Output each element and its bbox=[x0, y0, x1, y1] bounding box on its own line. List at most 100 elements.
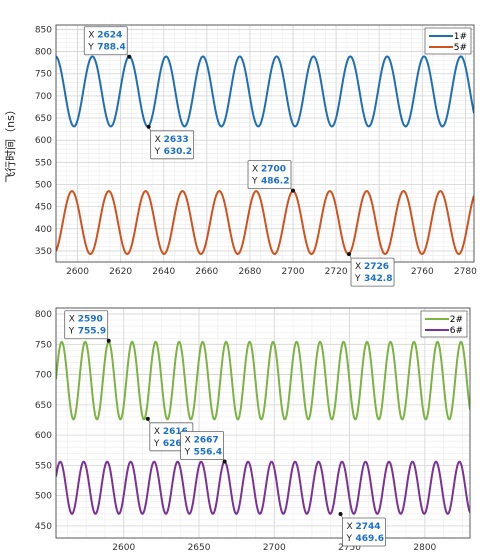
x-tick-label: 2720 bbox=[325, 267, 348, 277]
y-tick-label: 600 bbox=[35, 431, 52, 441]
datatip-marker bbox=[291, 188, 296, 193]
y-tick-label: 600 bbox=[35, 136, 52, 146]
y-tick-label: 800 bbox=[35, 310, 52, 320]
legend-box bbox=[420, 310, 468, 338]
datatip-box bbox=[247, 160, 292, 189]
x-tick-label: 2660 bbox=[195, 267, 218, 277]
datatip-x-label: X bbox=[88, 31, 94, 41]
datatip-box bbox=[64, 310, 109, 340]
y-tick-label: 550 bbox=[35, 158, 52, 168]
datatip-y-value: 469.6 bbox=[356, 534, 384, 544]
x-tick-label: 2650 bbox=[188, 543, 211, 553]
datatip-y-label: Y bbox=[154, 147, 161, 157]
datatip-x-value: 2624 bbox=[97, 31, 122, 41]
datatip-marker bbox=[145, 416, 150, 421]
x-tick-label: 2760 bbox=[411, 267, 434, 277]
datatip-x-value: 2700 bbox=[261, 165, 286, 175]
y-tick-label: 650 bbox=[35, 401, 52, 411]
chart-1: 2600262026402660268027002720274027602780… bbox=[4, 24, 477, 287]
datatip-y-value: 755.9 bbox=[78, 327, 106, 337]
datatip-marker bbox=[347, 252, 352, 257]
datatip-box bbox=[342, 517, 386, 547]
chart-2: 2600 2650 2700 2750 2800 450 500 550 600 650 700 75… bbox=[35, 307, 471, 553]
series-line-2# bbox=[56, 340, 470, 421]
datatip-x-value: 2633 bbox=[164, 135, 189, 145]
y-tick-label: 450 bbox=[35, 203, 52, 213]
datatip-y-label: Y bbox=[354, 274, 361, 284]
series-line-6# bbox=[56, 460, 470, 515]
datatip-y-value: 556.4 bbox=[194, 447, 222, 457]
legend-label: 1# bbox=[454, 32, 467, 42]
datatip-marker bbox=[146, 124, 151, 129]
x-tick-label: 2750 bbox=[338, 543, 361, 553]
datatip-marker bbox=[106, 338, 111, 343]
datatip-x-value: 2667 bbox=[194, 435, 219, 445]
datatip-x-label: X bbox=[347, 522, 353, 532]
legend-label: 2# bbox=[450, 315, 463, 325]
y-tick-label: 750 bbox=[35, 340, 52, 350]
x-tick-label: 2700 bbox=[263, 543, 286, 553]
axes-frame bbox=[55, 307, 471, 539]
y-tick-label: 500 bbox=[35, 180, 52, 190]
datatip-y-value: 486.2 bbox=[261, 177, 289, 187]
x-tick-label: 2700 bbox=[282, 267, 305, 277]
x-tick-label: 2600 bbox=[112, 543, 135, 553]
datatip-y-value: 626.9 bbox=[163, 439, 191, 449]
x-tick-label: 2600 bbox=[66, 267, 89, 277]
series-line-1# bbox=[56, 55, 474, 128]
datatip-y-label: Y bbox=[346, 534, 353, 544]
datatip-x-value: 2744 bbox=[356, 522, 381, 532]
y-tick-label: 450 bbox=[35, 522, 52, 532]
legend: 1#5# bbox=[424, 27, 472, 55]
y-tick-label: 500 bbox=[35, 492, 52, 502]
datatip-marker bbox=[338, 512, 343, 517]
y-tick-label: 800 bbox=[35, 48, 52, 58]
datatip-y-value: 788.4 bbox=[97, 43, 125, 53]
y-tick-label: 350 bbox=[35, 247, 52, 257]
y-tick-label: 750 bbox=[35, 70, 52, 80]
legend-box bbox=[424, 27, 472, 55]
datatip-x-label: X bbox=[355, 262, 361, 272]
datatip-marker bbox=[222, 459, 227, 464]
axes-frame bbox=[55, 24, 475, 263]
datatip-box bbox=[350, 257, 395, 287]
y-tick-label: 700 bbox=[35, 371, 52, 381]
datatip-x-value: 2726 bbox=[364, 262, 389, 272]
y-tick-label: 850 bbox=[35, 25, 52, 35]
datatip-box bbox=[180, 431, 225, 460]
datatip-y-label: Y bbox=[87, 43, 94, 53]
datatip-marker bbox=[127, 54, 132, 59]
y-tick-label: 700 bbox=[35, 92, 52, 102]
legend: 2#6# bbox=[420, 310, 468, 338]
y-axis-label: 飞行时间（ns） bbox=[4, 104, 17, 183]
legend-label: 6# bbox=[450, 326, 463, 336]
series-line-5# bbox=[56, 190, 474, 256]
datatip-box bbox=[150, 130, 195, 160]
x-tick-label: 2800 bbox=[413, 543, 436, 553]
datatip-x-label: X bbox=[154, 427, 160, 437]
x-tick-label: 2640 bbox=[152, 267, 175, 277]
x-tick-label: 2620 bbox=[109, 267, 132, 277]
datatip-y-label: Y bbox=[251, 177, 258, 187]
datatip-x-label: X bbox=[69, 315, 75, 325]
datatip-y-value: 630.2 bbox=[164, 147, 192, 157]
y-tick-label: 550 bbox=[35, 461, 52, 471]
datatip-box bbox=[83, 26, 128, 56]
datatip-x-value: 2590 bbox=[78, 315, 103, 325]
datatip-y-label: Y bbox=[153, 439, 160, 449]
datatip-x-label: X bbox=[155, 135, 161, 145]
y-tick-label: 400 bbox=[35, 225, 52, 235]
datatip-x-value: 2616 bbox=[163, 427, 188, 437]
legend-label: 5# bbox=[454, 43, 467, 53]
datatip-y-label: Y bbox=[184, 447, 191, 457]
datatip-y-label: Y bbox=[68, 327, 75, 337]
y-tick-label: 650 bbox=[35, 114, 52, 124]
datatip-x-label: X bbox=[252, 165, 258, 175]
